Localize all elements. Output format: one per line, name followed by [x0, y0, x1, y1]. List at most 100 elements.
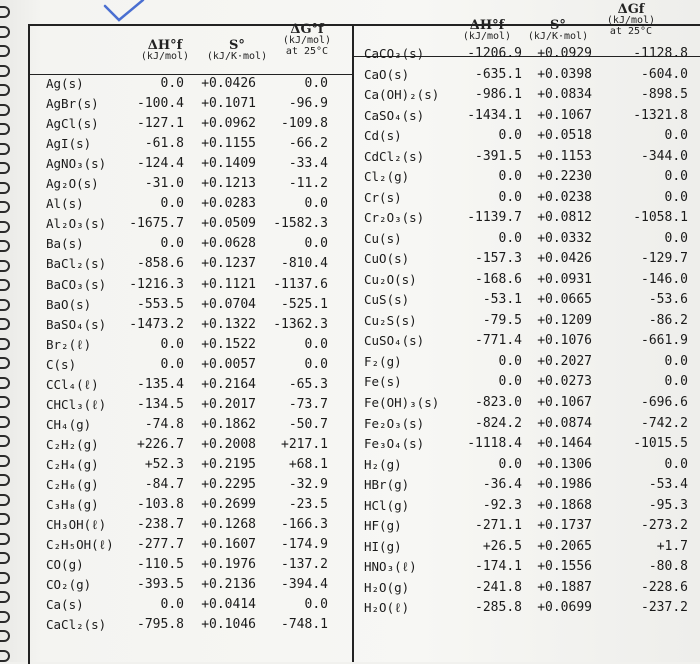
enthalpy-value: -986.1	[475, 87, 522, 103]
enthalpy-value: -127.1	[137, 116, 184, 132]
entropy-value: +0.0509	[201, 216, 256, 232]
compound-name: Ca(OH)₂(s)	[364, 87, 440, 103]
table-frame	[28, 24, 700, 664]
enthalpy-value: -110.5	[137, 557, 184, 573]
compound-name: Cd(s)	[364, 128, 402, 144]
gibbs-value: -109.8	[281, 116, 328, 132]
spiral-ring	[0, 571, 10, 584]
entropy-value: +0.0834	[537, 87, 592, 103]
enthalpy-value: -100.4	[137, 96, 184, 112]
entropy-value: +0.1067	[537, 395, 592, 410]
compound-name: Cr(s)	[364, 189, 402, 205]
compound-name: C₂H₂(g)	[46, 436, 99, 452]
enthalpy-value: +52.3	[144, 456, 184, 472]
column-divider	[352, 26, 354, 662]
gibbs-value: -95.3	[648, 497, 688, 513]
compound-name: CuSO₄(s)	[364, 333, 425, 349]
compound-name: Fe₃O₄(s)	[364, 436, 425, 452]
enthalpy-value: -824.2	[475, 415, 522, 431]
entropy-value: +0.1209	[537, 312, 592, 328]
compound-name: Cl₂(g)	[364, 169, 410, 185]
gibbs-value: 0.0	[664, 189, 688, 205]
enthalpy-value: -124.4	[137, 156, 184, 172]
entropy-value: +0.1306	[537, 456, 592, 472]
spiral-ring	[0, 630, 10, 642]
entropy-value: +0.1409	[201, 156, 256, 172]
spiral-ring	[0, 610, 10, 623]
entropy-value: +0.1556	[537, 559, 592, 575]
entropy-value: +0.0704	[201, 296, 256, 312]
spiral-ring	[0, 201, 10, 213]
entropy-value: +0.0628	[201, 236, 256, 252]
enthalpy-value: -31.0	[144, 176, 184, 192]
compound-name: C₂H₆(g)	[46, 477, 99, 492]
gibbs-value: -742.2	[641, 415, 688, 431]
compound-name: CCl₄(ℓ)	[46, 376, 99, 392]
enthalpy-value: -277.7	[137, 537, 184, 553]
enthalpy-value: -1434.1	[467, 107, 522, 123]
gibbs-value: 0.0	[304, 336, 328, 352]
gibbs-value: 0.0	[304, 597, 328, 613]
spiral-ring	[0, 181, 10, 194]
spiral-ring	[0, 649, 10, 662]
gibbs-value: 0.0	[664, 353, 688, 369]
gibbs-value: -66.2	[288, 136, 328, 152]
gibbs-value: -129.7	[641, 251, 688, 267]
right-s-header: S° (kJ/K·mol)	[527, 18, 589, 42]
entropy-value: +0.0398	[537, 66, 592, 82]
entropy-value: +0.1868	[537, 497, 592, 513]
gibbs-value: -96.9	[288, 96, 328, 112]
enthalpy-value: -795.8	[137, 617, 184, 633]
gibbs-value: -810.4	[281, 256, 328, 272]
gibbs-value: -166.3	[281, 517, 328, 533]
enthalpy-value: -157.3	[475, 251, 522, 267]
enthalpy-value: -553.5	[137, 296, 184, 312]
compound-name: AgCl(s)	[46, 116, 99, 132]
compound-name: HNO₃(ℓ)	[364, 559, 417, 575]
enthalpy-value: -1675.7	[129, 216, 184, 232]
gibbs-value: -32.9	[288, 477, 328, 492]
compound-name: CH₃OH(ℓ)	[46, 517, 107, 533]
spiral-ring	[0, 435, 10, 447]
compound-name: AgBr(s)	[46, 96, 99, 112]
entropy-value: +0.1887	[537, 579, 592, 595]
gibbs-value: -898.5	[641, 87, 688, 103]
gibbs-value: -146.0	[641, 271, 688, 287]
enthalpy-value: -1206.9	[467, 46, 522, 61]
enthalpy-value: 0.0	[498, 353, 522, 369]
gibbs-value: 0.0	[304, 236, 328, 252]
enthalpy-value: 0.0	[160, 196, 184, 212]
gibbs-value: -65.3	[288, 376, 328, 392]
compound-name: AgNO₃(s)	[46, 156, 107, 172]
compound-name: AgI(s)	[46, 136, 92, 152]
compound-name: CaSO₄(s)	[364, 107, 425, 123]
gibbs-value: -53.4	[648, 477, 688, 493]
compound-name: CaO(s)	[364, 66, 410, 82]
enthalpy-value: -285.8	[475, 600, 522, 616]
spiral-ring	[0, 357, 10, 369]
entropy-value: +0.2027	[537, 353, 592, 369]
entropy-value: +0.1076	[537, 333, 592, 349]
gibbs-value: -11.2	[288, 176, 328, 192]
entropy-value: +0.0426	[537, 251, 592, 267]
compound-name: H₂O(ℓ)	[364, 600, 410, 616]
gibbs-value: -137.2	[281, 557, 328, 573]
spiral-ring	[0, 591, 10, 603]
entropy-value: +0.1986	[537, 477, 592, 493]
left-dg-header: ΔG°f (kJ/mol) at 25°C	[282, 22, 332, 57]
compound-name: Ba(s)	[46, 236, 84, 252]
compound-name: CaCl₂(s)	[46, 617, 107, 633]
compound-name: Br₂(ℓ)	[46, 336, 92, 352]
left-s-header: S° (kJ/K·mol)	[206, 38, 268, 62]
spiral-ring	[0, 220, 10, 233]
entropy-value: +0.0238	[537, 189, 592, 205]
gibbs-value: -50.7	[288, 416, 328, 432]
gibbs-value: -80.8	[648, 559, 688, 575]
spiral-ring	[0, 376, 10, 389]
left-dh-header: ΔH°f (kJ/mol)	[140, 38, 190, 62]
compound-name: Fe₂O₃(s)	[364, 415, 425, 431]
entropy-value: +0.1737	[537, 518, 592, 534]
compound-name: CHCl₃(ℓ)	[46, 396, 107, 412]
spiral-ring	[0, 337, 10, 350]
entropy-value: +0.1213	[201, 176, 256, 192]
